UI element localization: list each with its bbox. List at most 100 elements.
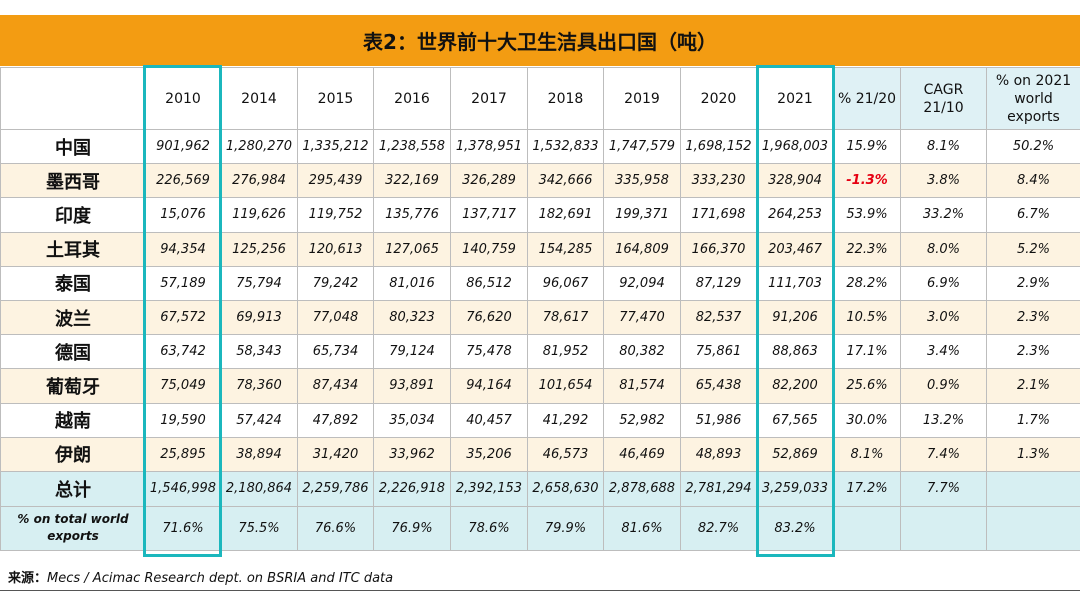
share-cell: 71.6%	[145, 505, 221, 551]
value-cell: 67,565	[756, 402, 834, 438]
share-empty-cell	[900, 505, 987, 551]
value-cell: 1,378,951	[450, 128, 528, 165]
value-cell: 94,354	[145, 231, 221, 267]
cagr-cell: 33.2%	[900, 197, 987, 233]
cagr-cell: 0.9%	[900, 368, 987, 404]
table-row: 泰国 57,189 75,794 79,242 81,016 86,512 96,067 92…	[0, 265, 1080, 301]
col-header-cagr: CAGR 21/10	[900, 67, 987, 130]
world-share-cell: 50.2%	[986, 128, 1080, 165]
value-cell: 119,626	[220, 197, 298, 233]
source-label: 来源：	[8, 571, 48, 586]
value-cell: 1,968,003	[756, 128, 834, 165]
total-cell: 2,180,864	[220, 470, 298, 507]
table-row: 墨西哥 226,569 276,984 295,439 322,169 326,289 34…	[0, 163, 1080, 199]
share-cell: 83.2%	[756, 505, 834, 551]
value-cell: 1,698,152	[680, 128, 757, 165]
pct-change-cell: 8.1%	[833, 436, 901, 472]
share-label-line: exports	[47, 529, 99, 544]
pct-change-cell: 17.1%	[833, 334, 901, 370]
value-cell: 78,617	[527, 299, 604, 336]
pct-change-cell: 22.3%	[833, 231, 901, 267]
value-cell: 47,892	[297, 402, 374, 438]
col-header-pct-21-20: % 21/20	[833, 67, 901, 130]
pct-change-cell: 30.0%	[833, 402, 901, 438]
table-row: 葡萄牙 75,049 78,360 87,434 93,891 94,164 101,654…	[0, 368, 1080, 404]
world-share-cell: 5.2%	[986, 231, 1080, 267]
value-cell: 75,794	[220, 265, 298, 301]
value-cell: 79,124	[373, 334, 451, 370]
country-name: 葡萄牙	[0, 368, 146, 404]
total-cell: 2,392,153	[450, 470, 528, 507]
value-cell: 15,076	[145, 197, 221, 233]
value-cell: 93,891	[373, 368, 451, 404]
source-text: Mecs / Acimac Research dept. on BSRIA an…	[47, 571, 394, 586]
value-cell: 125,256	[220, 231, 298, 267]
value-cell: 203,467	[756, 231, 834, 267]
value-cell: 166,370	[680, 231, 757, 267]
value-cell: 81,016	[373, 265, 451, 301]
value-cell: 88,863	[756, 334, 834, 370]
value-cell: 75,861	[680, 334, 757, 370]
value-cell: 69,913	[220, 299, 298, 336]
value-cell: 137,717	[450, 197, 528, 233]
cagr-cell: 8.0%	[900, 231, 987, 267]
country-name: 波兰	[0, 299, 146, 336]
table-row: 印度 15,076 119,626 119,752 135,776 137,717 182,…	[0, 197, 1080, 233]
country-name: 中国	[0, 128, 146, 165]
value-cell: 75,049	[145, 368, 221, 404]
table-row: 伊朗 25,895 38,894 31,420 33,962 35,206 46,573 46…	[0, 436, 1080, 472]
value-cell: 127,065	[373, 231, 451, 267]
total-pct-cell: 17.2%	[833, 470, 901, 507]
world-share-cell: 2.1%	[986, 368, 1080, 404]
bottom-rule	[0, 590, 1080, 591]
value-cell: 182,691	[527, 197, 604, 233]
pct-change-cell: 28.2%	[833, 265, 901, 301]
value-cell: 41,292	[527, 402, 604, 438]
total-cagr-cell: 7.7%	[900, 470, 987, 507]
value-cell: 226,569	[145, 163, 221, 199]
pct-change-cell: 15.9%	[833, 128, 901, 165]
value-cell: 52,982	[603, 402, 681, 438]
total-cell: 1,546,998	[145, 470, 221, 507]
table-row: 越南 19,590 57,424 47,892 35,034 40,457 41,292 52…	[0, 402, 1080, 438]
country-name: 伊朗	[0, 436, 146, 472]
share-cell: 81.6%	[603, 505, 681, 551]
table-row: 波兰 67,572 69,913 77,048 80,323 76,620 78,617 77…	[0, 299, 1080, 336]
world-share-cell: 2.3%	[986, 334, 1080, 370]
value-cell: 81,574	[603, 368, 681, 404]
table-title: 表2：世界前十大卫生洁具出口国（吨）	[0, 15, 1080, 66]
value-cell: 140,759	[450, 231, 528, 267]
value-cell: 25,895	[145, 436, 221, 472]
value-cell: 33,962	[373, 436, 451, 472]
value-cell: 82,537	[680, 299, 757, 336]
value-cell: 75,478	[450, 334, 528, 370]
value-cell: 86,512	[450, 265, 528, 301]
value-cell: 91,206	[756, 299, 834, 336]
total-cell: 2,259,786	[297, 470, 374, 507]
value-cell: 1,280,270	[220, 128, 298, 165]
pct-change-cell: 25.6%	[833, 368, 901, 404]
value-cell: 76,620	[450, 299, 528, 336]
total-cell: 3,259,033	[756, 470, 834, 507]
value-cell: 335,958	[603, 163, 681, 199]
value-cell: 342,666	[527, 163, 604, 199]
cagr-cell: 3.8%	[900, 163, 987, 199]
share-cell: 79.9%	[527, 505, 604, 551]
table-row: 土耳其 94,354 125,256 120,613 127,065 140,759 154…	[0, 231, 1080, 267]
world-share-cell: 2.3%	[986, 299, 1080, 336]
world-share-cell: 1.3%	[986, 436, 1080, 472]
col-header-year: 2018	[527, 67, 604, 130]
value-cell: 322,169	[373, 163, 451, 199]
value-cell: 35,034	[373, 402, 451, 438]
value-cell: 87,434	[297, 368, 374, 404]
value-cell: 46,573	[527, 436, 604, 472]
world-share-cell: 2.9%	[986, 265, 1080, 301]
corner-cell	[0, 67, 146, 130]
value-cell: 51,986	[680, 402, 757, 438]
col-header-share-2021: % on 2021 world exports	[986, 67, 1080, 130]
value-cell: 87,129	[680, 265, 757, 301]
value-cell: 1,747,579	[603, 128, 681, 165]
share-cell: 82.7%	[680, 505, 757, 551]
value-cell: 80,323	[373, 299, 451, 336]
col-header-year: 2020	[680, 67, 757, 130]
